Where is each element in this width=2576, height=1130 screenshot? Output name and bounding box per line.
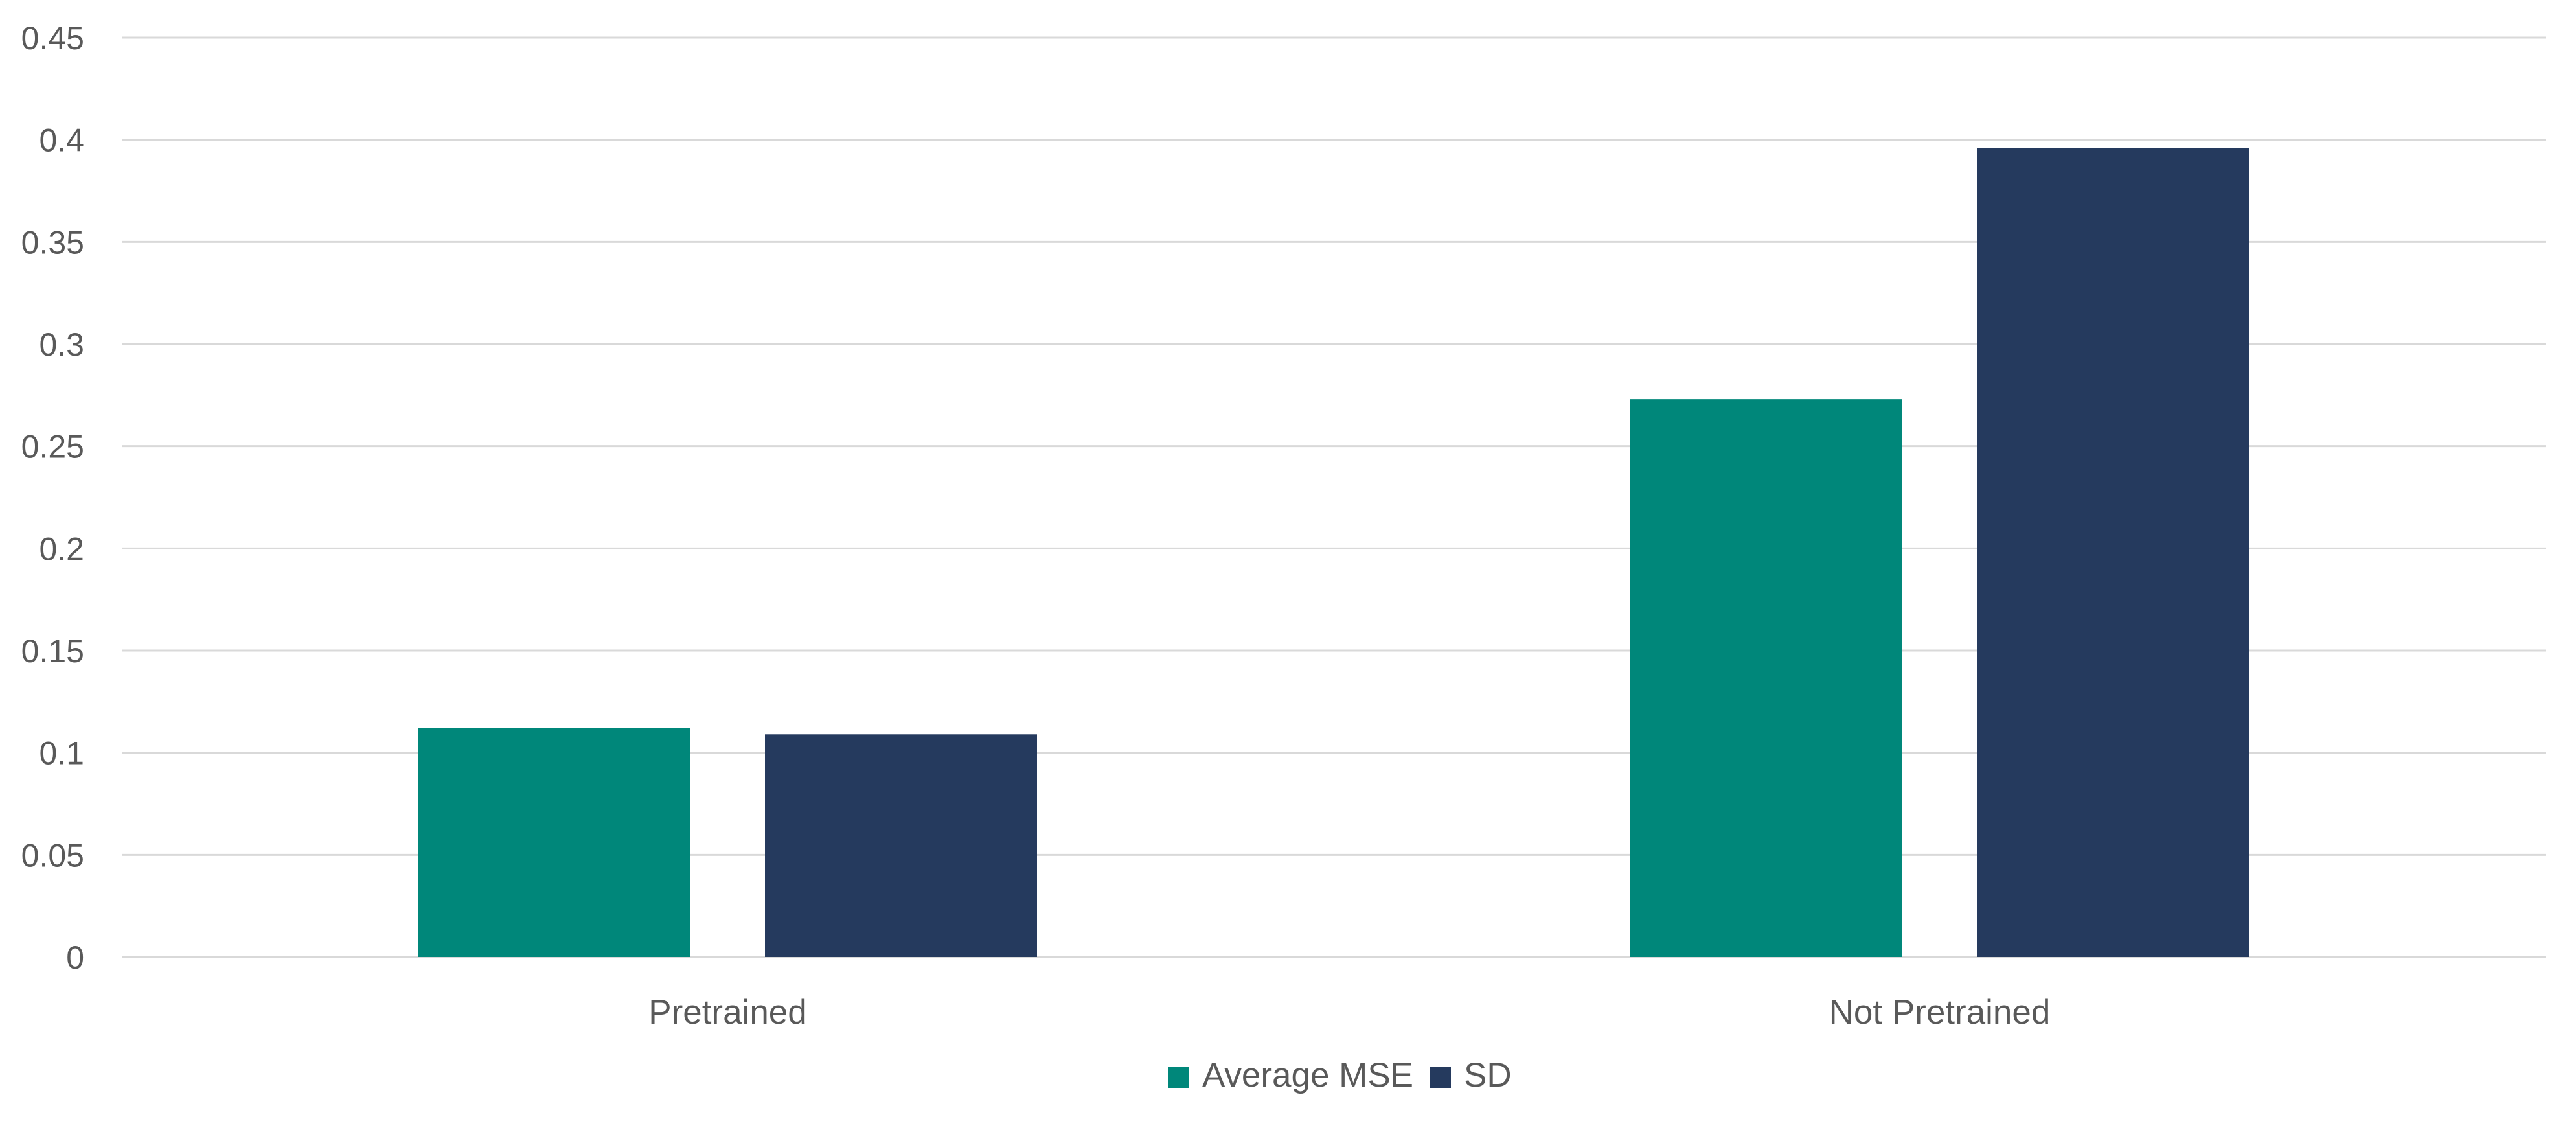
y-tick-label: 0.45 [21, 20, 84, 56]
bar-average-mse-pretrained [418, 728, 690, 957]
y-tick-label: 0.3 [39, 327, 84, 363]
y-tick-label: 0.15 [21, 633, 84, 669]
legend-label: SD [1464, 1056, 1512, 1094]
legend: Average MSE SD [1168, 1056, 1512, 1094]
y-tick-label: 0.2 [39, 531, 84, 567]
x-axis-categories: Pretrained Not Pretrained [648, 993, 2050, 1032]
y-tick-label: 0.35 [21, 224, 84, 260]
legend-label: Average MSE [1202, 1056, 1413, 1094]
bar-average-mse-not-pretrained [1630, 399, 1902, 957]
legend-swatch [1168, 1067, 1189, 1088]
bars [418, 148, 2249, 957]
y-tick-label: 0.4 [39, 122, 84, 159]
y-tick-label: 0 [66, 940, 84, 976]
y-tick-label: 0.25 [21, 429, 84, 465]
legend-swatch [1430, 1067, 1451, 1088]
x-category-label: Pretrained [648, 993, 807, 1032]
bar-sd-not-pretrained [1977, 148, 2249, 957]
bar-sd-pretrained [765, 734, 1037, 957]
y-axis-ticks: 0 0.05 0.1 0.15 0.2 0.25 0.3 0.35 0.4 0.45 [21, 20, 84, 976]
y-tick-label: 0.05 [21, 837, 84, 873]
x-category-label: Not Pretrained [1829, 993, 2051, 1032]
y-tick-label: 0.1 [39, 735, 84, 772]
